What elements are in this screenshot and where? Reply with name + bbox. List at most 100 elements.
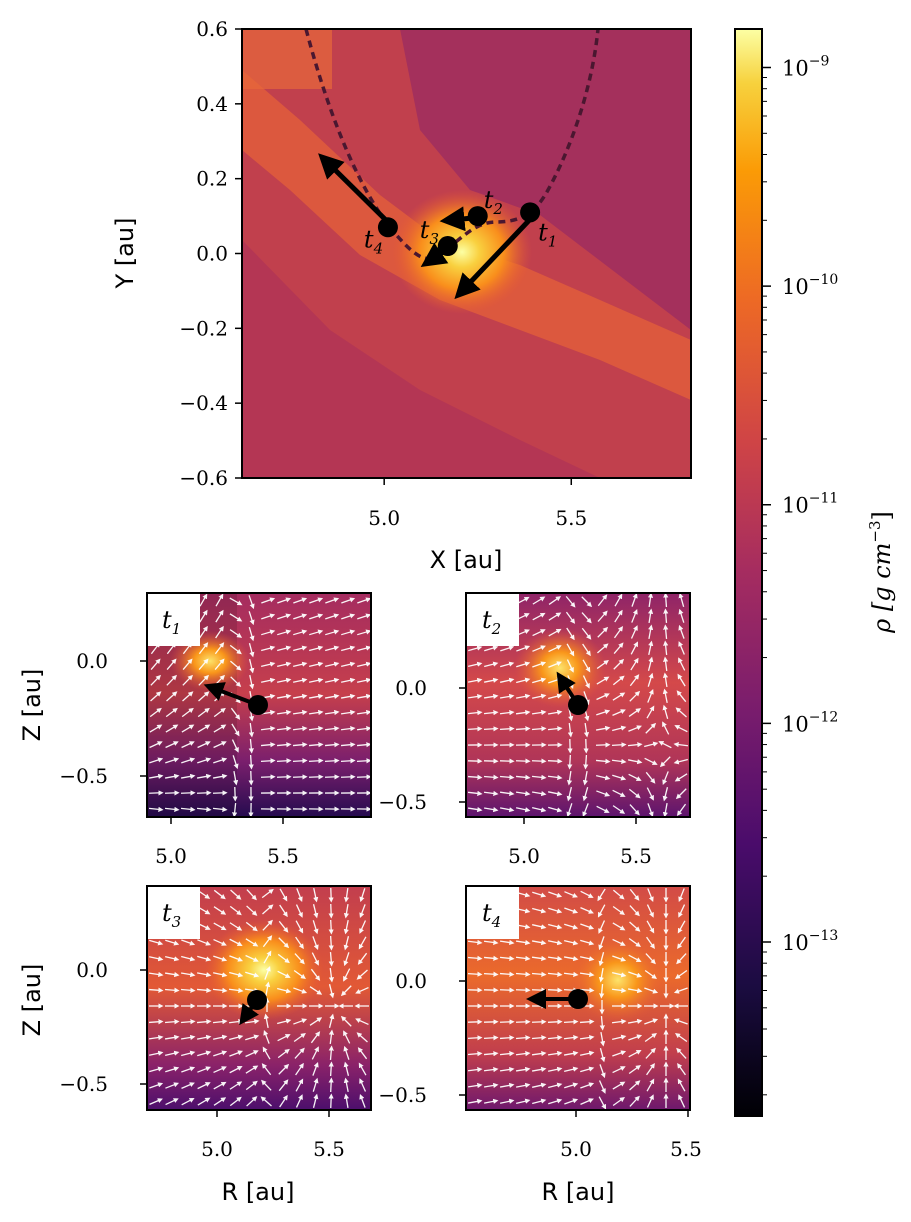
- velocity-field-arrow: [596, 805, 610, 813]
- velocity-field-arrow: [596, 790, 611, 797]
- velocity-field-arrow: [260, 758, 276, 764]
- velocity-field-arrow: [309, 645, 324, 652]
- velocity-field-arrow: [198, 642, 209, 655]
- panel-t1-label-box: [148, 594, 200, 646]
- velocity-field-arrow: [499, 1051, 515, 1057]
- velocity-field-arrow: [279, 904, 288, 918]
- velocity-field-arrow: [659, 756, 671, 768]
- panel-t2-marker: [568, 695, 588, 715]
- velocity-field-arrow: [677, 1078, 686, 1092]
- velocity-field-arrow: [612, 905, 625, 915]
- colorbar-gradient: [735, 29, 762, 1116]
- velocity-field-arrow: [197, 1097, 211, 1106]
- velocity-field-arrow: [678, 1094, 686, 1108]
- velocity-field-arrow: [311, 952, 319, 966]
- velocity-field-arrow: [515, 774, 531, 780]
- velocity-field-arrow: [631, 593, 638, 607]
- velocity-field-arrow: [262, 1046, 271, 1060]
- velocity-field-arrow: [340, 985, 352, 997]
- velocity-field-arrow: [212, 1019, 228, 1025]
- velocity-field-arrow: [293, 1018, 308, 1025]
- velocity-field-arrow: [356, 742, 371, 748]
- velocity-field-arrow: [468, 645, 483, 652]
- velocity-field-arrow: [263, 1013, 269, 1029]
- velocity-field-arrow: [532, 677, 547, 684]
- velocity-field-arrow: [312, 936, 319, 951]
- velocity-field-arrow: [165, 1050, 180, 1057]
- velocity-field-arrow: [229, 629, 243, 638]
- velocity-field-arrow: [261, 613, 276, 620]
- velocity-field-arrow: [677, 1062, 686, 1076]
- trajectory-line: [304, 29, 600, 261]
- velocity-field-arrow: [515, 1051, 531, 1057]
- velocity-field-arrow: [313, 887, 319, 903]
- trajectory-label-t4: t4: [364, 225, 383, 257]
- velocity-field-arrow: [531, 1035, 547, 1041]
- velocity-field-arrow: [357, 952, 368, 965]
- velocity-field-arrow: [531, 758, 547, 764]
- velocity-field-arrow: [229, 1066, 243, 1074]
- velocity-field-arrow: [228, 987, 244, 994]
- panel-t4-density-peak: [570, 936, 666, 1024]
- velocity-field-arrow: [292, 677, 308, 683]
- velocity-field-arrow: [614, 609, 623, 623]
- panel-t4-label: t4: [482, 899, 501, 931]
- velocity-field-arrow: [612, 805, 626, 814]
- velocity-field-arrow: [215, 625, 224, 639]
- velocity-field-arrow: [312, 1077, 319, 1092]
- velocity-field-arrow: [245, 1065, 259, 1074]
- panel-t1-frame: [146, 592, 372, 818]
- velocity-field-arrow: [213, 1034, 228, 1040]
- velocity-field-arrow: [612, 1097, 625, 1107]
- velocity-field-arrow: [215, 609, 224, 623]
- velocity-field-arrow: [581, 596, 593, 608]
- velocity-field-arrow: [148, 971, 164, 978]
- velocity-field-arrow: [229, 1034, 244, 1041]
- velocity-field-arrow: [673, 741, 689, 748]
- velocity-field-arrow: [467, 1051, 483, 1057]
- velocity-field-arrow: [261, 888, 274, 899]
- velocity-field-arrow: [548, 661, 562, 668]
- velocity-field-arrow: [213, 938, 227, 946]
- velocity-field-arrow: [547, 1050, 563, 1057]
- velocity-field-arrow: [340, 758, 356, 764]
- panel-t3-frame: [146, 885, 372, 1111]
- velocity-field-arrow: [644, 1018, 659, 1025]
- colorbar-frame: [734, 28, 763, 1117]
- velocity-field-arrow: [148, 1050, 164, 1056]
- velocity-field-arrow: [663, 608, 669, 624]
- panel-t2-xtick-0: 5.0: [508, 844, 540, 868]
- velocity-field-arrow: [580, 923, 595, 930]
- velocity-field-arrow: [678, 608, 685, 623]
- velocity-field-arrow: [499, 807, 515, 813]
- velocity-field-arrow: [295, 1078, 304, 1092]
- velocity-field-arrow: [261, 1079, 272, 1091]
- velocity-field-arrow: [311, 1046, 319, 1060]
- velocity-field-arrow: [612, 709, 626, 717]
- velocity-field-arrow: [292, 742, 308, 748]
- velocity-field-arrow: [647, 656, 654, 671]
- velocity-field-arrow: [677, 920, 686, 934]
- velocity-field-arrow: [548, 645, 562, 653]
- velocity-field-arrow: [180, 1019, 196, 1025]
- velocity-field-arrow: [676, 1047, 687, 1059]
- velocity-field-arrow: [563, 971, 579, 977]
- velocity-field-arrow: [276, 677, 292, 683]
- velocity-field-arrow: [532, 645, 546, 652]
- velocity-field-arrow: [328, 1013, 335, 1028]
- velocity-field-arrow: [292, 709, 308, 716]
- velocity-field-arrow: [277, 953, 290, 964]
- velocity-field-arrow: [483, 677, 499, 683]
- velocity-field-arrow: [564, 939, 579, 946]
- velocity-field-arrow: [166, 691, 178, 702]
- velocity-field-arrow: [309, 629, 324, 636]
- velocity-field-arrow: [579, 1034, 595, 1041]
- velocity-field-arrow: [630, 657, 639, 671]
- panel-t2-ytick-0: 0.0: [395, 676, 427, 700]
- velocity-field-arrow: [612, 922, 626, 931]
- velocity-field-arrow: [673, 758, 688, 765]
- velocity-field-arrow: [328, 967, 335, 983]
- velocity-field-arrow: [359, 1078, 367, 1092]
- velocity-field-arrow: [499, 1035, 515, 1041]
- velocity-field-arrow: [581, 627, 592, 640]
